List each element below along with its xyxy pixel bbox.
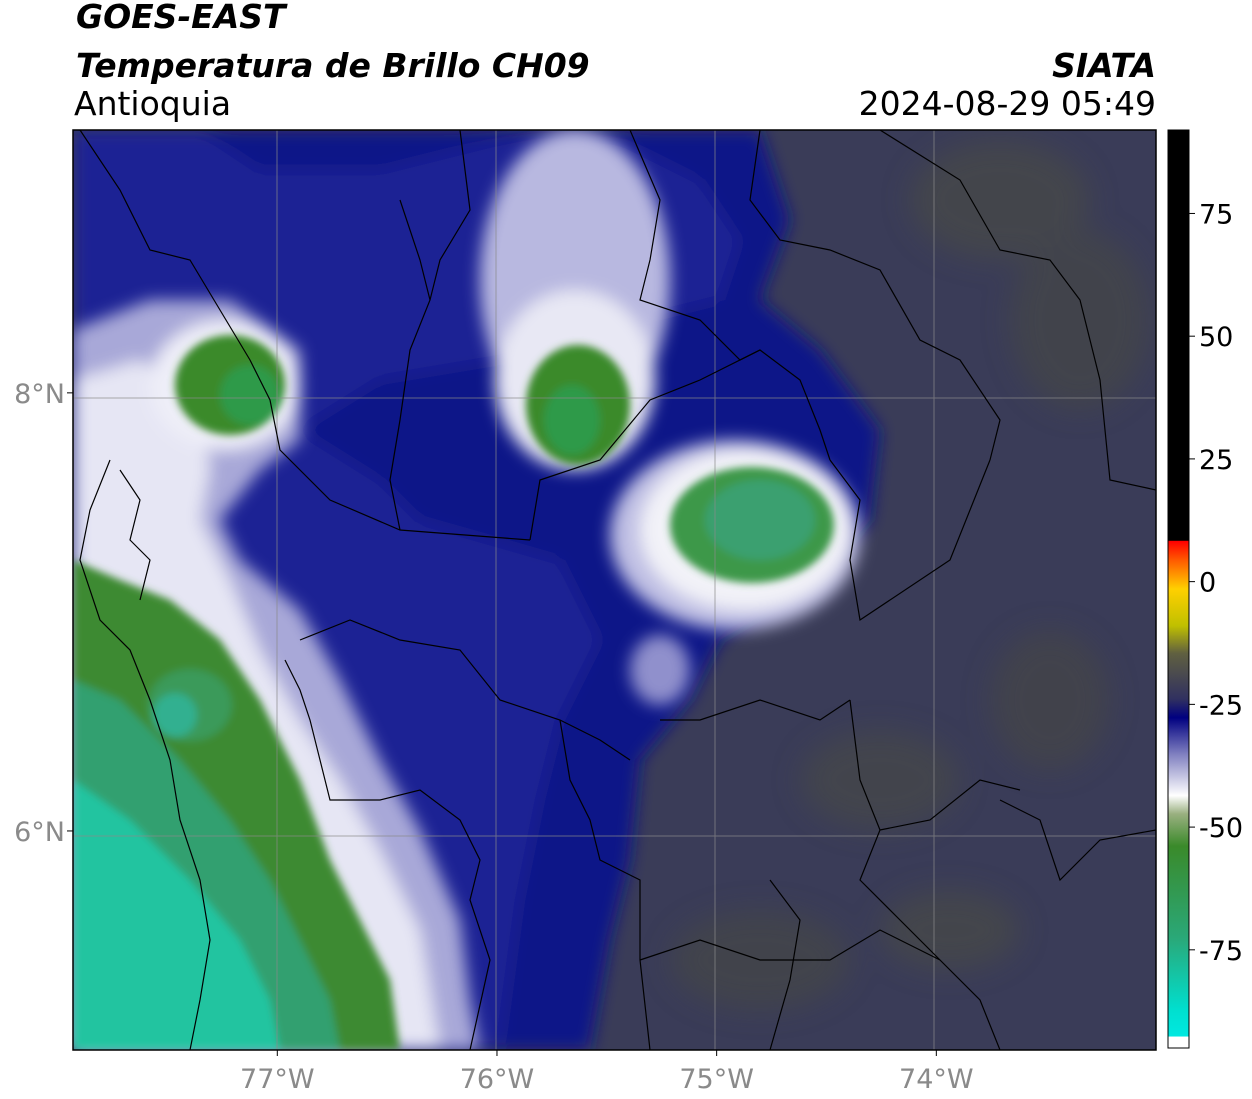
title-line1: GOES-EAST — [76, 0, 286, 36]
graticule — [73, 130, 1156, 1050]
region-label: Antioquia — [74, 84, 232, 123]
latitude-ticks: 8°N 6°N — [14, 379, 73, 848]
colorbar-tick-label: -75 — [1199, 936, 1243, 967]
colorbar-tick-label: 25 — [1199, 445, 1233, 476]
colorbar-tick-label: -50 — [1199, 813, 1243, 844]
longitude-ticks: 77°W 76°W 75°W 74°W — [240, 1050, 974, 1095]
coldest-cloud-tops — [73, 335, 834, 1050]
lat-tick-label: 6°N — [14, 817, 65, 848]
title-line2: Temperatura de Brillo CH09 — [76, 46, 590, 85]
colorbar-tick-label: 75 — [1199, 199, 1233, 230]
lat-tick-label: 8°N — [14, 379, 65, 410]
lon-tick-label: 77°W — [240, 1064, 315, 1095]
colorbar — [1167, 129, 1190, 1049]
colorbar-ticks: 75 50 25 0 -25 -50 -75 — [1189, 199, 1243, 967]
map-frame — [72, 129, 1157, 1051]
map-area — [73, 130, 1156, 1050]
colorbar-tick-label: 50 — [1199, 322, 1233, 353]
colorbar-tick-label: -25 — [1199, 690, 1243, 721]
lon-tick-label: 74°W — [899, 1064, 974, 1095]
datetime-label: 2024-08-29 05:49 — [858, 84, 1156, 123]
lon-tick-label: 75°W — [679, 1064, 754, 1095]
lon-tick-label: 76°W — [460, 1064, 535, 1095]
admin-boundaries — [79, 130, 1156, 1050]
brand-label: SIATA — [1052, 46, 1156, 85]
colorbar-tick-label: 0 — [1199, 568, 1216, 599]
